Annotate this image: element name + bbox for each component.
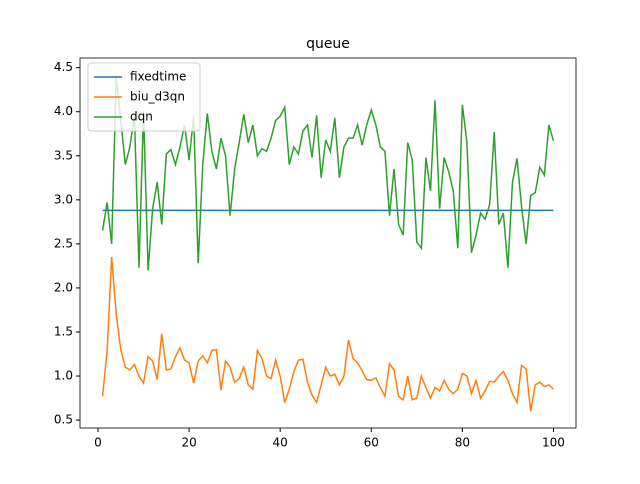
legend-box [87,62,201,132]
y-tick-label: 4.5 [54,60,73,74]
y-tick-label: 1.0 [54,369,73,383]
y-tick-label: 4.0 [54,104,73,118]
plot-frame [79,57,577,429]
x-tick-label: 80 [455,436,470,450]
x-tick-label: 40 [273,436,288,450]
x-tick-label: 0 [94,436,102,450]
series-line [101,76,555,271]
y-tick-label: 0.5 [54,413,73,427]
x-tick-label: 20 [181,436,196,450]
y-tick-label: 1.5 [54,324,73,338]
x-tick-label: 60 [364,436,379,450]
legend-label: dqn [130,110,153,124]
series-line [101,257,554,412]
y-tick-label: 2.0 [54,280,73,294]
x-tick-label: 100 [542,436,565,450]
y-tick-label: 2.5 [54,236,73,250]
y-tick-label: 3.0 [54,192,73,206]
chart-title: queue [306,36,350,52]
legend-label: biu_d3qn [130,90,185,104]
y-tick-label: 3.5 [54,148,73,162]
legend-label: fixedtime [130,70,186,84]
